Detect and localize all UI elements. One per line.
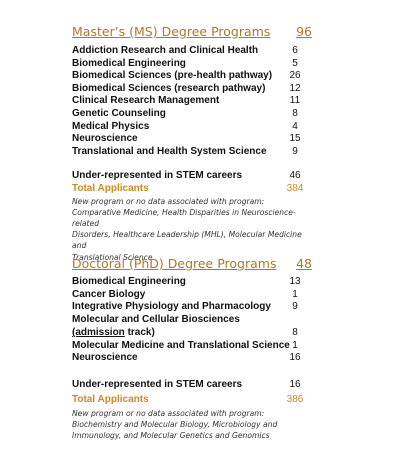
program-count: 4 [292, 120, 298, 132]
masters-heading-title: Master’s (MS) Degree Programs [72, 24, 271, 39]
total-label: Total Applicants [72, 393, 149, 405]
program-name: Biomedical Sciences (pre-health pathway) [72, 70, 273, 82]
total-row: Total Applicants 384 [72, 183, 312, 196]
doctoral-heading-title: Doctoral (PhD) Degree Programs [72, 256, 277, 271]
program-name: Neuroscience [72, 352, 138, 364]
program-row: Cancer Biology 1 [72, 289, 312, 302]
underrep-label: Under-represented in STEM careers [72, 170, 243, 182]
program-count: 1 [292, 288, 298, 300]
underrep-row: Under-represented in STEM careers 16 [72, 379, 312, 392]
masters-heading-count: 96 [296, 24, 312, 39]
program-row: Biomedical Engineering 13 [72, 276, 312, 289]
program-name: Medical Physics [72, 120, 150, 132]
note-line: Biochemistry and Molecular Biology, Micr… [72, 419, 278, 429]
total-count: 384 [286, 182, 304, 194]
doctoral-heading: Doctoral (PhD) Degree Programs 48 [72, 256, 312, 274]
track-text: track) [124, 327, 155, 339]
program-count: 26 [289, 70, 301, 82]
program-row: Biomedical Sciences (research pathway) 1… [72, 83, 312, 96]
program-name: Cancer Biology [72, 288, 146, 300]
total-row: Total Applicants 386 [72, 394, 312, 408]
program-name: Neuroscience [72, 133, 138, 145]
program-count: 13 [289, 276, 301, 287]
program-name: Molecular and Cellular Biosciences [72, 313, 240, 325]
underrep-label: Under-represented in STEM careers [72, 379, 243, 391]
program-count: 9 [292, 301, 298, 313]
program-count: 9 [292, 145, 298, 157]
program-name: Biomedical Engineering [72, 276, 186, 287]
program-count: 12 [289, 82, 301, 94]
note-line: Translational Science [72, 252, 153, 262]
note-line: Immunology, and Molecular Genetics and G… [72, 431, 270, 441]
masters-section: Master’s (MS) Degree Programs 96 Addicti… [72, 24, 312, 263]
program-count: 15 [289, 133, 301, 145]
program-row: Medical Physics 4 [72, 121, 312, 134]
masters-heading: Master’s (MS) Degree Programs 96 [72, 24, 312, 42]
program-name: Biomedical Sciences (research pathway) [72, 82, 266, 94]
underrep-count: 16 [289, 379, 301, 391]
program-count: 16 [289, 352, 301, 364]
program-row: Neuroscience 15 [72, 133, 312, 146]
program-count: 1 [292, 339, 298, 351]
program-row: Neuroscience 16 [72, 352, 312, 365]
note-line: New program or no data associated with p… [72, 196, 265, 206]
program-name: Clinical Research Management [72, 95, 220, 107]
note-line: Disorders, Healthcare Leadership (MHL), … [72, 230, 302, 251]
program-row: Biomedical Sciences (pre-health pathway)… [72, 70, 312, 83]
program-row: Clinical Research Management 11 [72, 95, 312, 108]
program-count: 11 [289, 95, 301, 107]
program-count: 8 [292, 327, 298, 339]
program-row: (admission track) 8 [72, 327, 312, 340]
program-count: 5 [292, 57, 298, 69]
program-name: Translational and Health System Science [72, 145, 267, 157]
note-line: Comparative Medicine, Health Disparities… [72, 207, 296, 228]
note-line: New program or no data associated with p… [72, 408, 265, 418]
masters-note: New program or no data associated with p… [72, 196, 312, 263]
program-row: Genetic Counseling 8 [72, 108, 312, 121]
program-row: Molecular and Cellular Biosciences [72, 314, 312, 328]
program-row: Integrative Physiology and Pharmacology … [72, 301, 312, 314]
program-count: 6 [292, 45, 298, 56]
total-label: Total Applicants [72, 182, 149, 194]
doctoral-section: Doctoral (PhD) Degree Programs 48 Biomed… [72, 256, 312, 441]
program-row: Translational and Health System Science … [72, 146, 312, 159]
admission-text: (admission [72, 327, 125, 339]
program-name: Biomedical Engineering [72, 57, 186, 69]
underrep-count: 46 [289, 170, 301, 182]
program-row: Biomedical Engineering 5 [72, 58, 312, 71]
doctoral-note: New program or no data associated with p… [72, 408, 312, 442]
total-count: 386 [286, 393, 304, 405]
program-name: Molecular Medicine and Translational Sci… [72, 339, 290, 351]
program-row: Molecular Medicine and Translational Sci… [72, 340, 312, 353]
doctoral-heading-count: 48 [296, 256, 312, 271]
program-name: Integrative Physiology and Pharmacology [72, 301, 271, 313]
program-name-continued: (admission track) [72, 327, 155, 338]
program-name: Addiction Research and Clinical Health [72, 45, 259, 56]
program-name: Genetic Counseling [72, 107, 166, 119]
program-count: 8 [292, 107, 298, 119]
underrep-row: Under-represented in STEM careers 46 [72, 170, 312, 183]
program-row: Addiction Research and Clinical Health 6 [72, 45, 312, 58]
